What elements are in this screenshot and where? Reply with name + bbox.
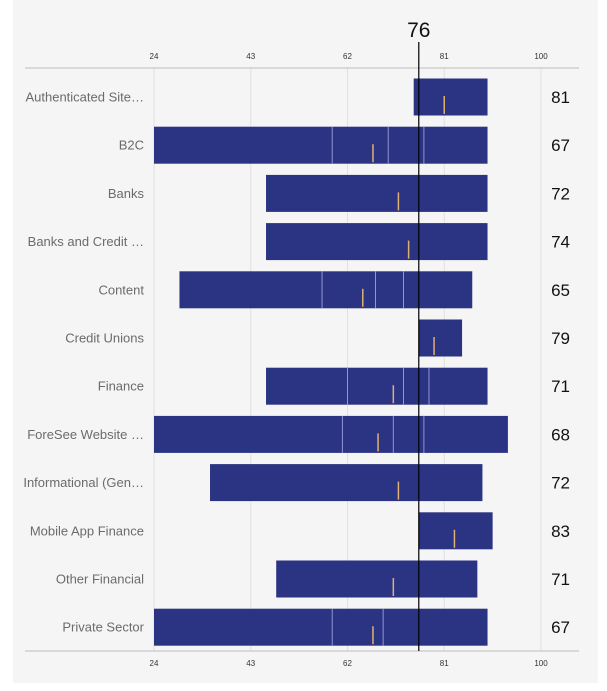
- score-value: 72: [551, 474, 570, 493]
- score-value: 71: [551, 377, 570, 396]
- category-label: Finance: [98, 379, 144, 394]
- chart-frame: 24 24 43 43 62 62 81 81 100 100 Authenticated Site…: [13, 0, 598, 683]
- category-label: Private Sector: [62, 620, 144, 635]
- top-tick-label: 100: [534, 52, 548, 61]
- category-label: Other Financial: [56, 572, 144, 587]
- range-bar: [266, 174, 488, 212]
- reference-label: 76: [407, 19, 430, 42]
- bottom-tick-label: 24: [150, 659, 159, 668]
- top-tick-label: 81: [440, 52, 449, 61]
- top-tick-label: 62: [343, 52, 352, 61]
- bottom-tick-label: 81: [440, 659, 449, 668]
- score-value: 72: [551, 184, 570, 203]
- score-value: 81: [551, 88, 570, 107]
- category-label: Authenticated Site…: [25, 90, 144, 105]
- category-label: Mobile App Finance: [30, 523, 144, 538]
- range-bar: [266, 367, 488, 405]
- range-bar: [418, 319, 463, 357]
- range-bar: [276, 560, 478, 598]
- bottom-tick-label: 100: [534, 659, 548, 668]
- bottom-tick-label: 43: [246, 659, 255, 668]
- score-value: 67: [551, 618, 570, 637]
- category-label: Content: [98, 282, 144, 297]
- score-value: 67: [551, 136, 570, 155]
- score-value: 65: [551, 281, 570, 300]
- category-label: Credit Unions: [65, 331, 144, 346]
- category-label: B2C: [119, 138, 144, 153]
- top-tick-label: 24: [150, 52, 159, 61]
- top-tick-label: 43: [246, 52, 255, 61]
- range-bar: [154, 126, 488, 164]
- range-bar: [266, 223, 488, 261]
- range-bar: [418, 512, 493, 550]
- score-value: 83: [551, 522, 570, 541]
- range-bar: [154, 608, 488, 646]
- category-label: Informational (Gen…: [23, 475, 144, 490]
- range-bar: [179, 271, 473, 309]
- score-value: 74: [551, 233, 570, 252]
- category-label: Banks and Credit …: [28, 234, 144, 249]
- range-bar: [210, 464, 483, 502]
- range-bar: [154, 415, 508, 453]
- score-value: 79: [551, 329, 570, 348]
- category-label: Banks: [108, 186, 145, 201]
- category-label: ForeSee Website …: [27, 427, 144, 442]
- range-bar: [413, 78, 488, 116]
- bottom-tick-label: 62: [343, 659, 352, 668]
- score-value: 71: [551, 570, 570, 589]
- score-value: 68: [551, 425, 570, 444]
- bullet-chart: 24 24 43 43 62 62 81 81 100 100 Authenticated Site…: [23, 19, 579, 668]
